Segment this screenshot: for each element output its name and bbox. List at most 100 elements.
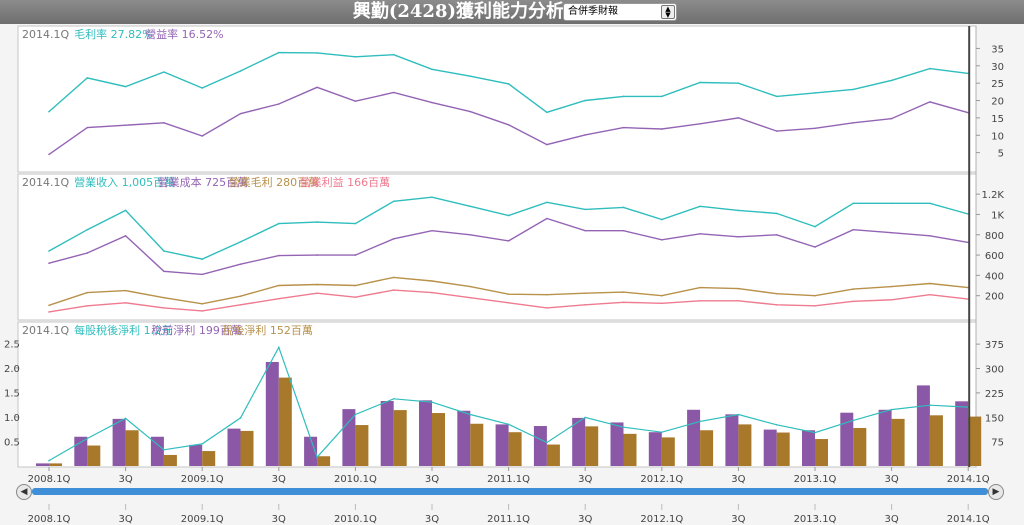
pretax-income-bar (610, 422, 624, 466)
eps-point (890, 408, 893, 411)
panel-2-series-1-point (124, 209, 127, 212)
panel-2-series-2-point (239, 263, 242, 266)
panel-2-series-3-point (546, 293, 548, 296)
panel-3-left-ytick-label: 2.0 (4, 364, 20, 375)
x-tick-label: 3Q (884, 474, 898, 485)
legend-2-item-0: 2014.1Q (22, 176, 69, 189)
pretax-income-bar (457, 410, 471, 466)
panel-1-series-2-point (163, 121, 165, 124)
net-income-bar (508, 432, 522, 466)
scroller-tick-label: 2014.1Q (947, 514, 990, 524)
panel-1-ytick-label: 30 (991, 62, 1004, 73)
panel-2-series-2-point (507, 240, 510, 242)
time-scrollbar[interactable]: ◀ ▶ (16, 484, 1004, 500)
net-income-bar (585, 426, 599, 466)
legend-1-item-2: 營益率 16.52% (145, 27, 223, 41)
panel-2-series-3-point (201, 303, 203, 305)
panel-2-series-2-point (699, 232, 701, 235)
panel-2-series-3-point (737, 287, 740, 290)
panel-2-series-4-point (622, 301, 625, 304)
legend-1-item-1: 毛利率 27.82% (74, 27, 152, 41)
panel-1-series-1-point (239, 70, 242, 72)
panel-1-ytick-label: 15 (991, 114, 1004, 125)
scroll-right-button[interactable]: ▶ (988, 484, 1004, 500)
panel-2-series-1-point (737, 209, 740, 212)
panel-1-series-1-point (852, 88, 855, 91)
eps-point (775, 423, 778, 426)
eps-point (124, 417, 127, 420)
panel-1-series-2-point (392, 91, 395, 94)
panel-1-series-1-point (201, 87, 203, 89)
panel-2-series-3-point (584, 292, 586, 294)
scroll-track[interactable] (32, 488, 988, 495)
panel-2-series-3-point (699, 286, 701, 289)
pretax-income-bar (36, 463, 49, 466)
panel-2-series-4-point (584, 304, 586, 306)
scroller-tick-label: 3Q (272, 514, 286, 524)
panel-1-series-1-point (392, 53, 395, 56)
report-type-select[interactable]: 合併季財報 ▲ ▼ (563, 3, 677, 21)
panel-1-series-1-point (814, 92, 816, 94)
x-tick-label: 2010.1Q (334, 474, 377, 485)
panel-2-series-3-point (354, 284, 357, 287)
panel-1-series-2-point (278, 103, 280, 105)
panel-2-series-3-point (814, 294, 816, 297)
panel-2-series-4-point (852, 300, 855, 303)
panel-2-series-1-point (852, 202, 855, 205)
panel-1-series-2-point (431, 101, 433, 104)
panel-2-series-2-point (392, 238, 395, 240)
eps-point (661, 431, 663, 433)
report-type-value: 合併季財報 (568, 6, 618, 17)
page-title: 興勤(2428)獲利能力分析 (352, 1, 564, 22)
eps-point (48, 459, 50, 462)
panel-3-right-ytick-label: 75 (991, 438, 1004, 449)
x-tick-label: 3Q (578, 474, 592, 485)
panel-2-series-4-point (661, 302, 663, 305)
scroller-tick-label: 3Q (578, 514, 592, 524)
panel-2-series-4-point (546, 307, 548, 309)
pretax-income-bar (380, 401, 394, 466)
panel-2-series-2-point (929, 234, 931, 237)
panel-1-series-2-point (48, 153, 50, 156)
panel-1-series-1-point (163, 71, 165, 73)
net-income-bar (317, 456, 331, 466)
panel-1-series-1-point (929, 67, 931, 70)
scroll-left-button[interactable]: ◀ (16, 484, 32, 500)
panel-2-series-1-point (929, 202, 931, 205)
panel-2-series-1-point (546, 201, 548, 204)
pretax-income-bar (419, 400, 432, 466)
eps-point (507, 423, 510, 426)
panel-1-series-1-point (431, 68, 433, 71)
pretax-income-bar (150, 436, 164, 466)
panel-1-series-1-point (278, 51, 280, 54)
panel-1-series-2-point (737, 117, 740, 119)
pretax-income-bar (189, 444, 203, 466)
panel-2-series-4-point (86, 305, 89, 307)
panel-1-series-2-point (507, 124, 510, 126)
panel-1-frame (17, 25, 977, 173)
panel-3-left-ytick-label: 1.5 (4, 388, 20, 399)
panel-1-series-2-point (929, 101, 931, 103)
panel-2-series-3-point (929, 282, 931, 285)
eps-point (852, 419, 855, 422)
panel-2-series-1-point (890, 202, 893, 205)
panel-1-series-1-point (354, 55, 357, 58)
panel-2-series-1-point (48, 250, 50, 252)
net-income-bar (891, 418, 905, 466)
panel-2-series-2-point (163, 270, 165, 273)
panel-2-series-1-point (201, 258, 203, 260)
pretax-income-bar (495, 424, 509, 466)
panel-2-ytick-label: 1.2K (982, 190, 1005, 201)
select-arrow-icon[interactable]: ▲ ▼ (661, 5, 675, 19)
profitability-chart[interactable]: 5 10 15 20 25 30 35 2014.1Q 毛利率 27.82%營益率 16.52%… (0, 24, 1024, 524)
arrow-down-icon: ▼ (665, 11, 671, 19)
panel-3-right-ytick-label: 375 (985, 340, 1004, 351)
panel-2-series-4-point (775, 304, 778, 306)
panel-2-series-4-point (392, 289, 395, 291)
net-income-bar (623, 433, 637, 466)
panel-2-series-1-point (316, 221, 318, 223)
x-tick-label: 2011.1Q (487, 474, 530, 485)
panel-2-series-1-point (163, 250, 165, 252)
eps-point (546, 441, 548, 444)
panel-1-series-2-point (775, 130, 778, 132)
